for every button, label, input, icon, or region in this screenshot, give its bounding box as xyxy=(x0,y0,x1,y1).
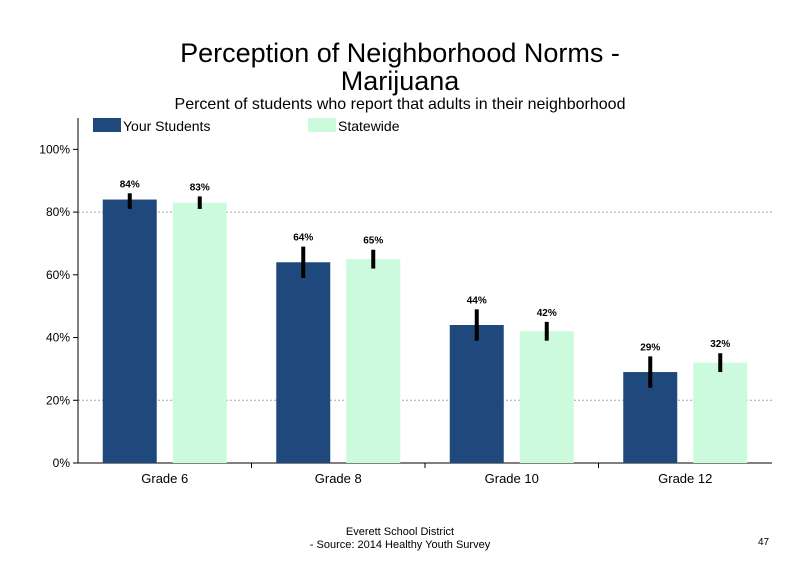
legend-label: Statewide xyxy=(338,118,400,134)
data-label: 64% xyxy=(293,233,313,244)
y-tick-label: 80% xyxy=(46,205,70,219)
bar xyxy=(346,259,401,463)
y-tick-label: 40% xyxy=(46,331,70,345)
x-tick-label: Grade 10 xyxy=(485,471,539,486)
page-number: 47 xyxy=(758,537,770,548)
data-label: 42% xyxy=(537,308,557,319)
bar xyxy=(102,199,157,463)
bar xyxy=(172,202,227,463)
data-label: 65% xyxy=(363,236,383,247)
y-tick-label: 60% xyxy=(46,268,70,282)
data-label: 44% xyxy=(467,295,487,306)
footer-district: Everett School District xyxy=(345,526,455,538)
chart-subtitle: Percent of students who report that adul… xyxy=(174,96,626,113)
data-label: 84% xyxy=(120,179,140,190)
legend-label: Your Students xyxy=(123,118,210,134)
bar xyxy=(519,331,574,463)
y-tick-label: 0% xyxy=(53,456,71,470)
y-tick-label: 100% xyxy=(39,142,70,156)
chart-title: Perception of Neighborhood Norms - xyxy=(180,38,620,68)
chart-title-line2: Marijuana xyxy=(340,66,460,96)
bar xyxy=(693,362,748,463)
bar xyxy=(276,262,331,463)
y-tick-label: 20% xyxy=(46,393,70,407)
x-tick-label: Grade 6 xyxy=(141,471,188,486)
bar xyxy=(449,325,504,463)
data-label: 32% xyxy=(710,339,730,350)
footer-source: - Source: 2014 Healthy Youth Survey xyxy=(309,539,491,551)
x-tick-label: Grade 12 xyxy=(658,471,712,486)
data-label: 83% xyxy=(190,182,210,193)
legend-swatch xyxy=(308,118,336,132)
legend-swatch xyxy=(93,118,121,132)
data-label: 29% xyxy=(640,342,660,353)
x-tick-label: Grade 8 xyxy=(315,471,362,486)
